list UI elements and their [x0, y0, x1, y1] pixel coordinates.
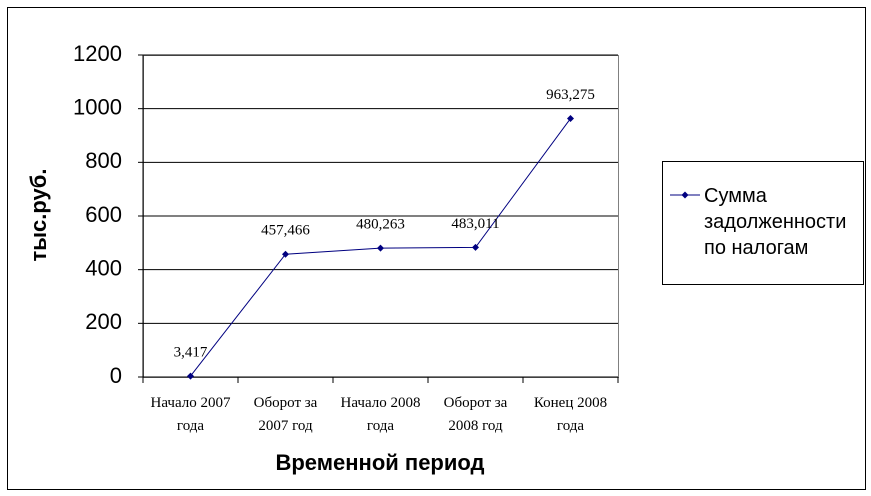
- legend-label: Сумма задолженности по налогам: [704, 185, 847, 259]
- data-point: [472, 243, 479, 251]
- y-tick-label: 1000: [73, 94, 122, 119]
- data-label: 480,263: [356, 217, 405, 233]
- x-tick-label: Конец 2008 года: [533, 395, 608, 434]
- x-tick-label: Оборот за 2008 год: [443, 395, 508, 434]
- data-label: 457,466: [261, 223, 310, 239]
- data-label: 3,417: [174, 345, 208, 361]
- data-point: [282, 250, 289, 258]
- y-tick-label: 400: [85, 255, 122, 280]
- data-point: [377, 244, 384, 252]
- x-tick-label: Оборот за 2007 год: [253, 395, 318, 434]
- legend-marker: [681, 191, 689, 199]
- x-axis-title: Временной период: [275, 450, 484, 475]
- y-tick-label: 800: [85, 148, 122, 173]
- y-tick-label: 1200: [73, 41, 122, 66]
- legend-box: [662, 161, 864, 285]
- y-axis-title: тыс.руб.: [26, 169, 51, 262]
- data-point: [567, 115, 574, 123]
- x-tick-label: Начало 2008 года: [340, 395, 421, 434]
- y-tick-label: 0: [110, 363, 122, 388]
- y-tick-label: 600: [85, 202, 122, 227]
- x-tick-label: Начало 2007 года: [150, 395, 231, 434]
- data-label: 963,275: [546, 87, 595, 103]
- data-point: [187, 372, 194, 380]
- data-label: 483,011: [451, 216, 499, 232]
- y-tick-label: 200: [85, 309, 122, 334]
